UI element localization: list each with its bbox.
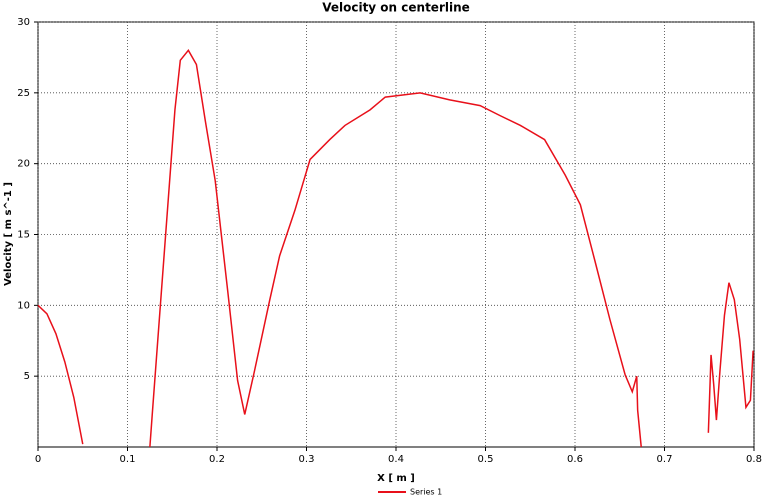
legend-label: Series 1 (410, 488, 442, 497)
x-tick-label: 0.2 (209, 454, 225, 465)
x-tick-label: 0.1 (120, 454, 136, 465)
y-tick-label: 20 (17, 159, 30, 170)
x-tick-label: 0.4 (388, 454, 404, 465)
x-tick-label: 0.7 (657, 454, 673, 465)
data-line (37, 49, 754, 448)
x-tick-label: 0.3 (299, 454, 315, 465)
y-tick-label: 15 (17, 230, 30, 241)
x-axis-label: X [ m ] (377, 473, 415, 484)
y-axis-label: Velocity [ m s^-1 ] (3, 182, 14, 286)
chart-title: Velocity on centerline (322, 1, 470, 15)
y-tick-label: 5 (24, 371, 30, 382)
y-tick-label: 10 (17, 300, 30, 311)
x-tick-label: 0.5 (478, 454, 494, 465)
y-tick-label: 30 (17, 17, 30, 28)
x-tick-label: 0.8 (746, 454, 762, 465)
x-tick-label: 0.6 (567, 454, 583, 465)
x-tick-label: 0 (35, 454, 41, 465)
y-tick-label: 25 (17, 88, 30, 99)
